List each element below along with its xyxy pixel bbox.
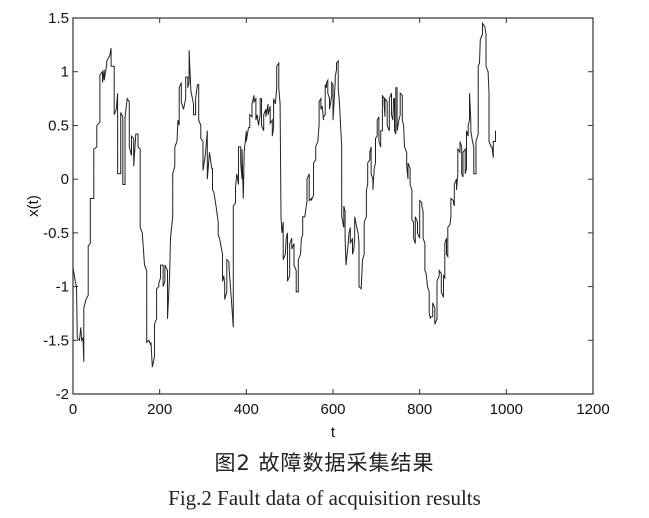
plot-background bbox=[73, 18, 593, 394]
x-tick-label: 1200 bbox=[576, 401, 609, 418]
y-tick-label: 1 bbox=[61, 64, 69, 81]
y-tick-label: -2 bbox=[56, 386, 69, 403]
data-series-line bbox=[72, 21, 496, 368]
chart: 1.5 1 0.5 0 -0.5 -1 -1.5 -2 0 200 400 600 800 1000 12… bbox=[25, 10, 610, 440]
y-tick-label: 1.5 bbox=[48, 10, 69, 27]
x-tick-label: 1000 bbox=[490, 401, 523, 418]
figure-caption-english: Fig.2 Fault data of acquisition results bbox=[168, 486, 481, 510]
y-tick-label: -1 bbox=[56, 279, 69, 296]
figure-caption-chinese: 图2 故障数据采集结果 bbox=[214, 451, 435, 475]
y-tick-label: -0.5 bbox=[43, 225, 69, 242]
plot-frame bbox=[72, 17, 594, 395]
x-tick-label: 400 bbox=[234, 401, 259, 418]
x-tick-label: 0 bbox=[69, 401, 77, 418]
y-tick-label: 0.5 bbox=[48, 117, 69, 134]
x-tick-label: 600 bbox=[320, 401, 345, 418]
y-axis-label: x(t) bbox=[25, 195, 42, 217]
x-tick-labels: 0 200 400 600 800 1000 1200 bbox=[69, 401, 610, 418]
x-tick-label: 200 bbox=[147, 401, 172, 418]
y-tick-label: -1.5 bbox=[43, 332, 69, 349]
y-tick-label: 0 bbox=[61, 171, 69, 188]
y-tick-labels: 1.5 1 0.5 0 -0.5 -1 -1.5 -2 bbox=[43, 10, 69, 403]
x-axis-label: t bbox=[331, 424, 336, 440]
x-tick-label: 800 bbox=[407, 401, 432, 418]
